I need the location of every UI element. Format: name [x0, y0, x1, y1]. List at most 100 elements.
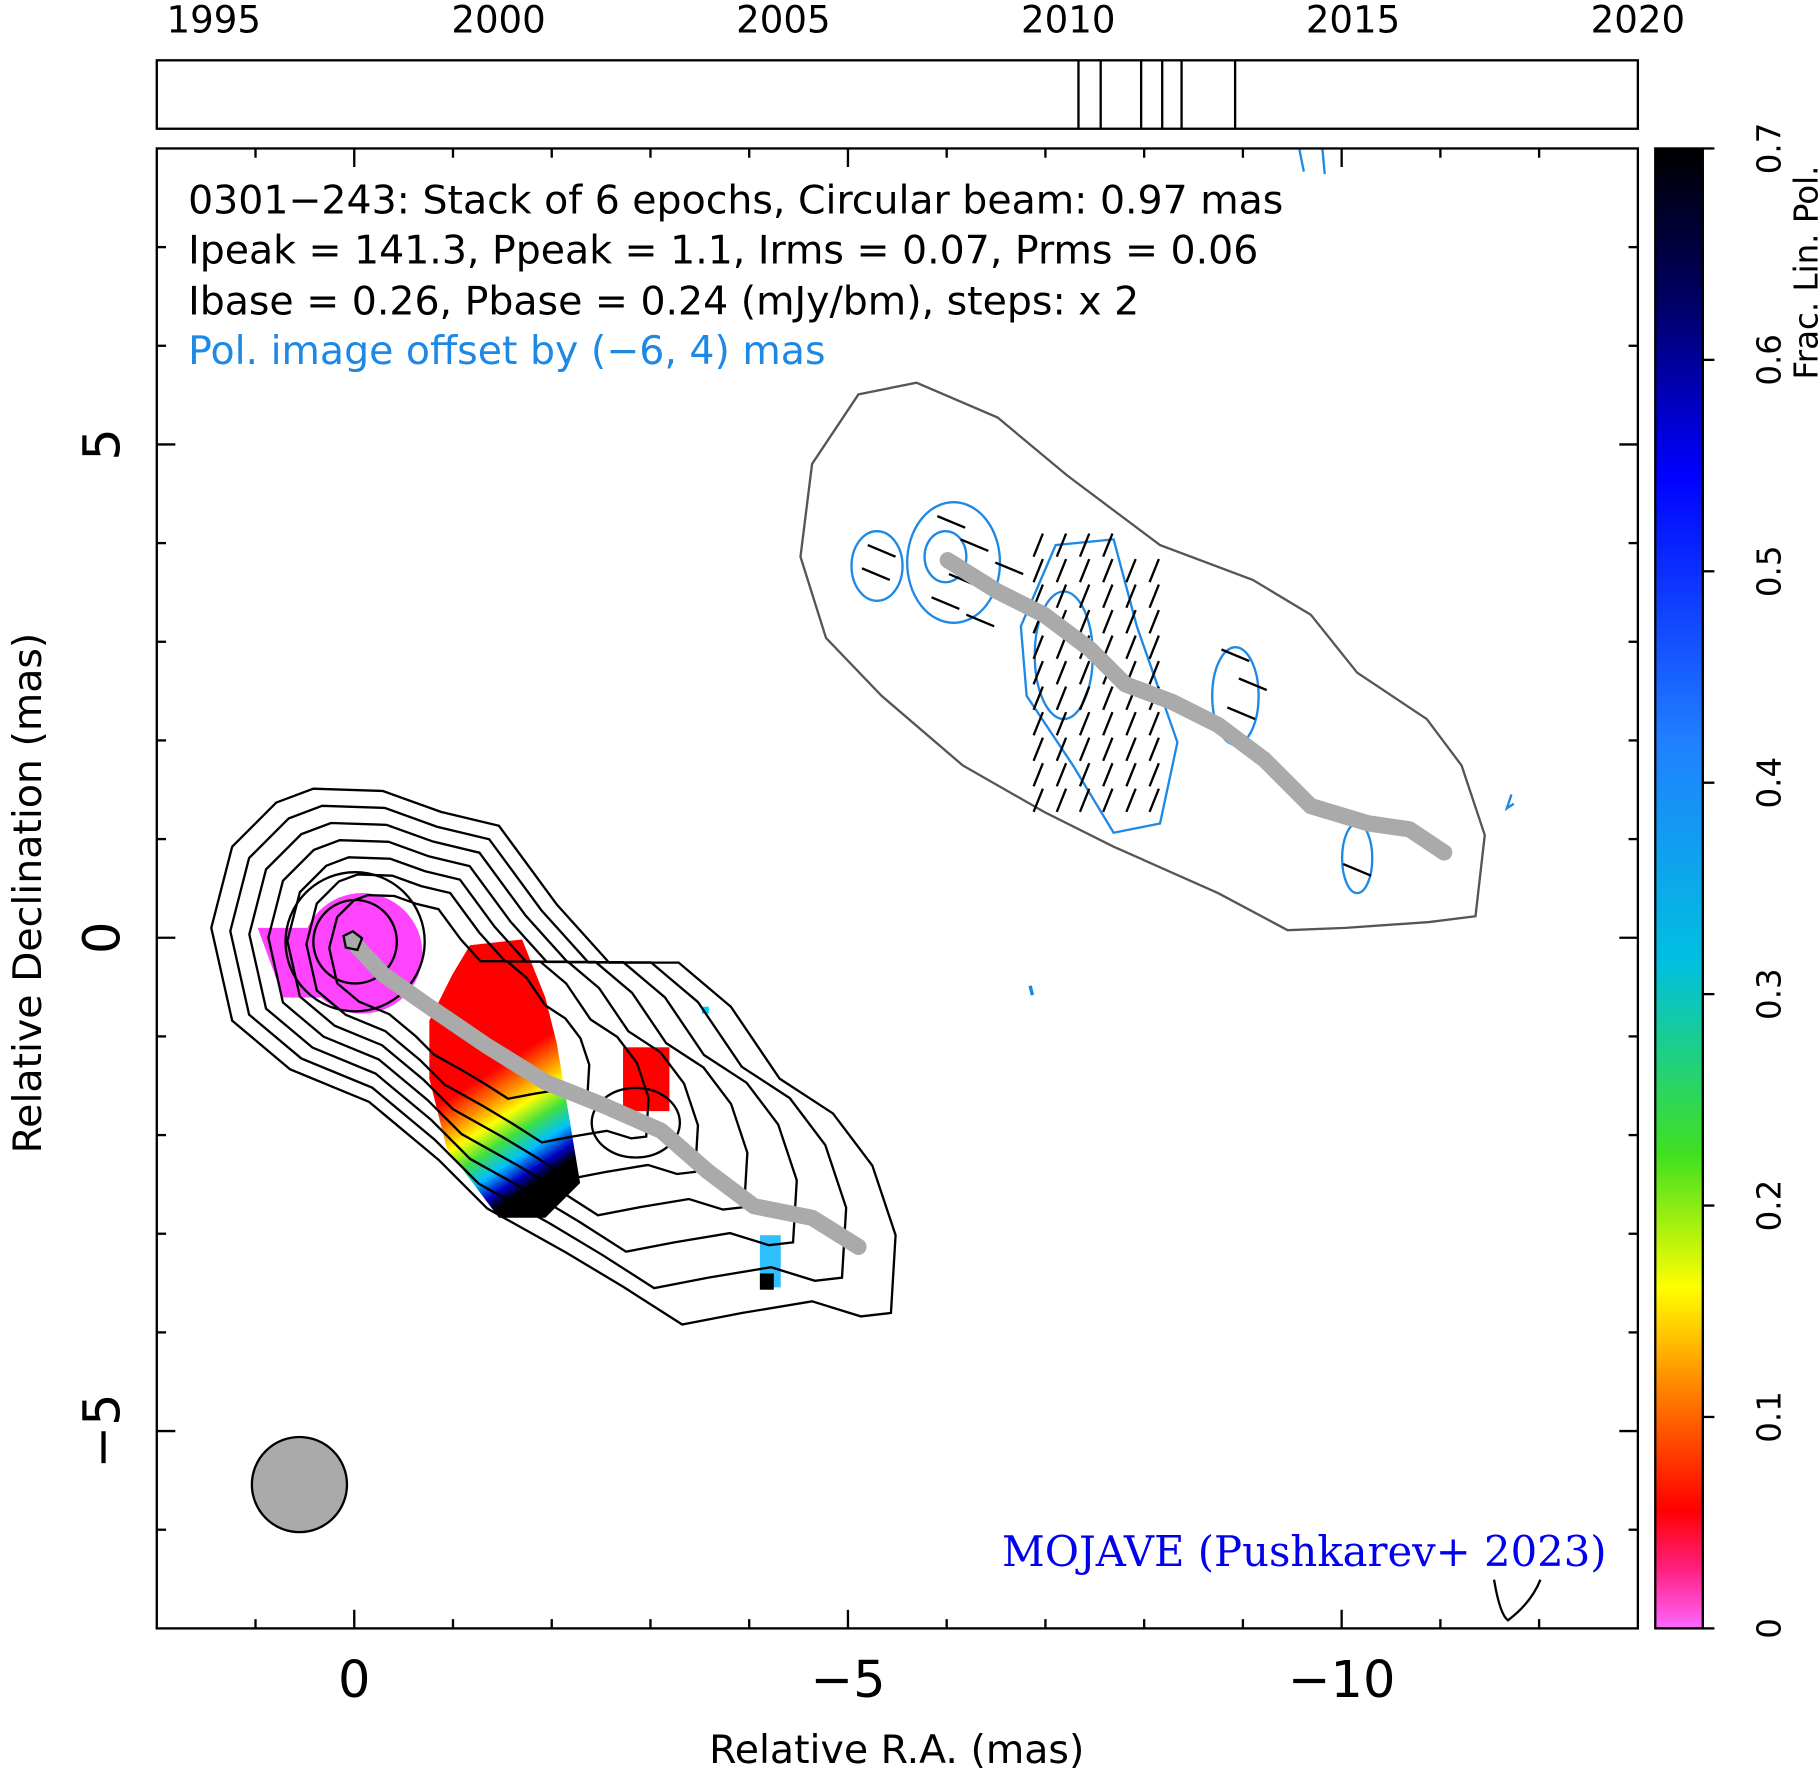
evpa-stick	[1078, 558, 1091, 583]
credit: MOJAVE (Pushkarev+ 2023)	[1002, 1527, 1607, 1576]
contour	[284, 871, 426, 1013]
colorbar-tick-label: 0.5	[1751, 545, 1789, 597]
evpa-stick	[1078, 533, 1091, 558]
offset-note: Pol. image offset by (−6, 4) mas	[188, 328, 825, 374]
timeline-tick-label: 2010	[1021, 0, 1115, 41]
evpa-stick	[1055, 686, 1068, 711]
evpa-stick	[1055, 533, 1068, 558]
colorbar-tick-label: 0.7	[1751, 123, 1789, 175]
evpa-stick	[936, 515, 966, 529]
y-tick-label: 5	[74, 428, 133, 460]
evpa-stick	[1078, 762, 1091, 787]
colorbar-tick-label: 0.3	[1751, 968, 1789, 1020]
evpa-stick	[1055, 711, 1068, 736]
evpa-stick	[1032, 660, 1044, 685]
evpa-stick	[1102, 762, 1114, 787]
evpa-stick	[1125, 711, 1137, 736]
evpa-stick	[1102, 609, 1114, 634]
timeline-frame	[155, 59, 1640, 130]
timeline-tick-label: 2000	[451, 0, 545, 41]
x-tick-label: −10	[1288, 1651, 1396, 1710]
timeline-tick-label: 2015	[1306, 0, 1400, 41]
evpa-stick	[1148, 609, 1160, 634]
evpa-stick	[1032, 762, 1044, 787]
x-axis-label: Relative R.A. (mas)	[709, 1727, 1084, 1773]
evpa-stick	[1055, 762, 1068, 787]
evpa-stick	[1032, 686, 1044, 711]
evpa-stick	[1342, 862, 1372, 877]
y-tick-label: −5	[74, 1393, 133, 1468]
evpa-stick	[1032, 711, 1044, 736]
evpa-stick	[1125, 737, 1137, 762]
evpa-stick	[1102, 711, 1114, 736]
evpa-stick	[1032, 558, 1044, 583]
plot-frame	[155, 147, 1640, 1630]
evpa-stick	[1148, 660, 1160, 685]
evpa-stick	[1078, 660, 1091, 685]
evpa-stick	[1055, 788, 1068, 813]
evpa-stick	[867, 544, 897, 558]
evpa-stick	[1148, 788, 1160, 813]
evpa-stick	[1125, 584, 1137, 609]
contour	[267, 839, 749, 1217]
evpa-stick	[1078, 686, 1091, 711]
evpa-stick	[1078, 609, 1091, 634]
evpa-stick	[1032, 635, 1044, 660]
evpa-stick	[1148, 711, 1160, 736]
evpa-stick	[1078, 584, 1091, 609]
colorbar-tick-label: 0.6	[1751, 334, 1789, 386]
contour	[312, 898, 399, 985]
evpa-stick	[1226, 706, 1256, 721]
colorbar-label: Frac. Lin. Pol.	[1788, 166, 1819, 380]
evpa-stick	[994, 561, 1024, 576]
evpa-stick	[1102, 737, 1114, 762]
timeline-tick-label: 1995	[167, 0, 261, 41]
timeline-tick-label: 2005	[736, 0, 830, 41]
colorbar	[1654, 147, 1704, 1630]
evpa-stick	[1238, 677, 1268, 692]
y-axis-label: Relative Declination (mas)	[5, 633, 51, 1154]
title-line: Ipeak = 141.3, Ppeak = 1.1, Irms = 0.07,…	[188, 227, 1258, 273]
contour	[229, 804, 848, 1290]
contour	[305, 873, 650, 1144]
evpa-stick	[1102, 686, 1114, 711]
evpa-stick	[1125, 788, 1137, 813]
colorbar-tick-label: 0.1	[1751, 1391, 1789, 1443]
evpa-stick	[1148, 558, 1160, 583]
colorbar-tick-label: 0	[1751, 1618, 1789, 1639]
evpa-stick	[1102, 558, 1114, 583]
evpa-stick	[1125, 558, 1137, 583]
evpa-stick	[1125, 609, 1137, 634]
evpa-stick	[1055, 558, 1068, 583]
evpa-stick	[1148, 635, 1160, 660]
colorbar-tick-label: 0.4	[1751, 757, 1789, 809]
contour	[286, 856, 700, 1181]
colorbar-tick-label: 0.2	[1751, 1180, 1789, 1232]
title-line: 0301−243: Stack of 6 epochs, Circular be…	[188, 177, 1283, 223]
evpa-stick	[1102, 584, 1114, 609]
contour	[590, 1086, 682, 1159]
evpa-stick	[1078, 737, 1091, 762]
evpa-stick	[1055, 584, 1068, 609]
evpa-stick	[1221, 648, 1250, 663]
evpa-stick	[931, 596, 960, 610]
contour	[210, 787, 897, 1326]
evpa-stick	[1148, 737, 1160, 762]
evpa-stick	[1102, 788, 1114, 813]
map-image	[210, 148, 1542, 1622]
y-tick-label: 0	[74, 922, 133, 954]
evpa-stick	[1078, 711, 1091, 736]
title-line: Ibase = 0.26, Pbase = 0.24 (mJy/bm), ste…	[188, 278, 1139, 324]
evpa-stick	[965, 613, 995, 628]
contour	[248, 821, 798, 1253]
evpa-stick	[1032, 737, 1044, 762]
evpa-stick	[1078, 788, 1091, 813]
evpa-stick	[1125, 635, 1137, 660]
evpa-stick	[1032, 788, 1044, 813]
evpa-stick	[1148, 584, 1160, 609]
evpa-stick	[1032, 533, 1044, 558]
evpa-stick	[1148, 762, 1160, 787]
evpa-stick	[960, 538, 989, 552]
evpa-stick	[861, 567, 891, 581]
